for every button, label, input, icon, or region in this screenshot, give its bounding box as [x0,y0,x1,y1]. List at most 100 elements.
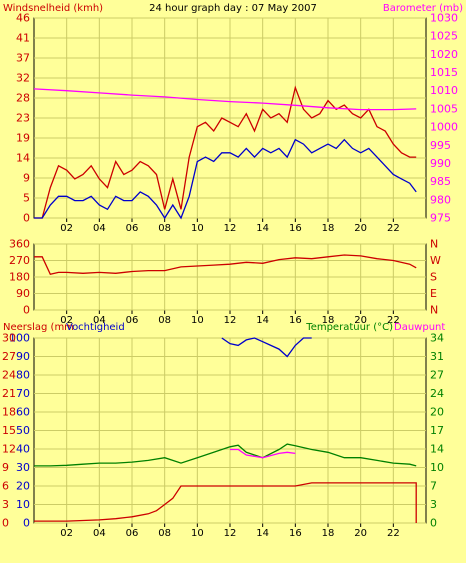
x-tick-label: 04 [93,315,106,326]
y-tick-label-left-3: 50 [16,424,30,437]
x-tick-label: 20 [354,315,367,326]
y-tick-label-rain: 15 [2,424,16,437]
y-tick-label-left-3: 100 [9,332,30,345]
y-tick-label-left-1: 32 [16,72,30,85]
y-tick-label-rain: 9 [2,461,9,474]
left-title: Windsnelheid (kmh) [3,3,103,14]
temperature-axis-title: Temperatuur (°C) [305,322,393,333]
series-dewpoint [230,448,296,459]
y-tick-label-left-1: 9 [23,172,30,185]
y-tick-label-left-1: 37 [16,52,30,65]
y-tick-label-right-3: 27 [430,369,444,382]
x-tick-label: 08 [158,315,171,326]
rain-axis-title: Neerslag (mm [3,322,74,333]
x-tick-label: 10 [191,223,204,234]
x-tick-label: 08 [158,223,171,234]
x-tick-label: 02 [60,315,73,326]
y-tick-label-right-3: 20 [430,406,444,419]
y-tick-label-right-3: 34 [430,332,444,345]
y-tick-label-right-1: 1015 [430,66,458,79]
y-tick-label-rain: 27 [2,350,16,363]
y-tick-label-right-2: N [430,304,438,317]
y-tick-label-right-1: 1000 [430,121,458,134]
y-tick-label-right-1: 995 [430,139,451,152]
y-tick-label-left-3: 90 [16,350,30,363]
x-tick-label: 16 [289,315,302,326]
y-tick-label-right-3: 0 [430,517,437,530]
x-tick-label: 20 [354,223,367,234]
y-tick-label-left-2: 180 [9,271,30,284]
y-tick-label-right-3: 24 [430,387,444,400]
y-tick-label-right-1: 980 [430,193,451,206]
humidity-axis-title: Vochtigheid [66,322,125,333]
x-tick-label: 20 [354,528,367,539]
series-humidity [221,337,312,358]
x-tick-label: 18 [322,223,335,234]
y-tick-label-right-3: 31 [430,350,444,363]
y-tick-label-left-2: 360 [9,238,30,251]
y-tick-label-rain: 12 [2,443,16,456]
series-temperature [34,443,417,467]
y-tick-label-left-1: 28 [16,92,30,105]
center-title: 24 hour graph day : 07 May 2007 [149,3,317,14]
y-tick-label-left-2: 0 [23,304,30,317]
y-tick-label-left-1: 19 [16,132,30,145]
x-tick-label: 22 [387,528,400,539]
y-tick-label-rain: 30 [2,332,16,345]
y-tick-label-right-2: E [430,287,437,300]
y-tick-label-right-2: N [430,238,438,251]
x-tick-label: 04 [93,223,106,234]
y-tick-label-left-3: 0 [23,517,30,530]
y-tick-label-right-1: 975 [430,212,451,225]
y-tick-label-left-3: 80 [16,369,30,382]
y-tick-label-left-2: 90 [16,287,30,300]
y-tick-label-rain: 18 [2,406,16,419]
x-tick-label: 02 [60,528,73,539]
y-tick-label-right-2: S [430,271,437,284]
y-tick-label-right-1: 985 [430,175,451,188]
y-tick-label-rain: 3 [2,498,9,511]
y-tick-label-right-3: 3 [430,498,437,511]
y-tick-label-left-1: 0 [23,212,30,225]
y-tick-label-left-3: 30 [16,461,30,474]
x-tick-label: 10 [191,528,204,539]
x-tick-label: 10 [191,315,204,326]
y-tick-label-left-1: 46 [16,12,30,25]
y-tick-label-right-3: 10 [430,461,444,474]
y-tick-label-left-3: 40 [16,443,30,456]
y-tick-label-right-1: 1025 [430,30,458,43]
series-wind [34,85,417,219]
series-gust [34,138,417,220]
y-tick-label-right-1: 1020 [430,48,458,61]
y-tick-label-right-1: 990 [430,157,451,170]
x-tick-label: 04 [93,528,106,539]
y-tick-label-rain: 0 [2,517,9,530]
y-tick-label-left-2: 270 [9,254,30,267]
x-tick-label: 06 [126,528,139,539]
y-tick-label-rain: 21 [2,387,16,400]
series-rain [34,482,417,523]
y-tick-label-left-1: 23 [16,112,30,125]
x-tick-label: 12 [224,528,237,539]
y-tick-label-left-3: 20 [16,480,30,493]
y-tick-label-right-3: 14 [430,443,444,456]
y-tick-label-left-1: 41 [16,32,30,45]
x-tick-label: 18 [322,315,335,326]
y-tick-label-rain: 24 [2,369,16,382]
x-tick-label: 12 [224,223,237,234]
x-tick-label: 22 [387,315,400,326]
y-tick-label-left-1: 5 [23,192,30,205]
y-tick-label-rain: 6 [2,480,9,493]
y-tick-label-right-3: 17 [430,424,444,437]
y-tick-label-right-1: 1010 [430,84,458,97]
y-tick-label-right-1: 1030 [430,12,458,25]
y-tick-label-left-3: 60 [16,406,30,419]
x-tick-label: 08 [158,528,171,539]
x-tick-label: 02 [60,223,73,234]
x-tick-label: 16 [289,223,302,234]
y-tick-label-right-2: W [430,254,441,267]
x-tick-label: 14 [256,315,269,326]
y-tick-label-right-3: 7 [430,480,437,493]
